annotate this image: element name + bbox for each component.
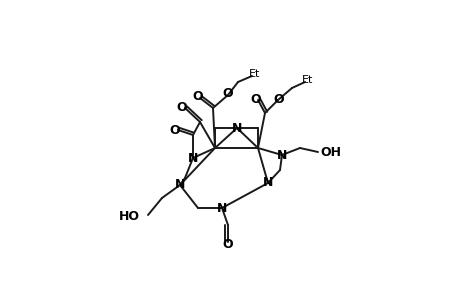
Text: N: N [187, 152, 198, 164]
Text: Et: Et [302, 75, 313, 85]
Text: N: N [262, 176, 273, 190]
Text: O: O [176, 100, 187, 113]
Text: O: O [250, 92, 261, 106]
Text: OH: OH [319, 146, 340, 158]
Text: N: N [231, 122, 241, 134]
Text: N: N [216, 202, 227, 214]
Text: HO: HO [119, 211, 140, 224]
Text: O: O [273, 92, 284, 106]
Text: Et: Et [249, 69, 260, 79]
Text: N: N [276, 148, 286, 161]
Text: O: O [169, 124, 180, 136]
Text: O: O [222, 86, 233, 100]
Text: O: O [192, 89, 203, 103]
Text: N: N [174, 178, 185, 191]
Text: O: O [222, 238, 233, 250]
